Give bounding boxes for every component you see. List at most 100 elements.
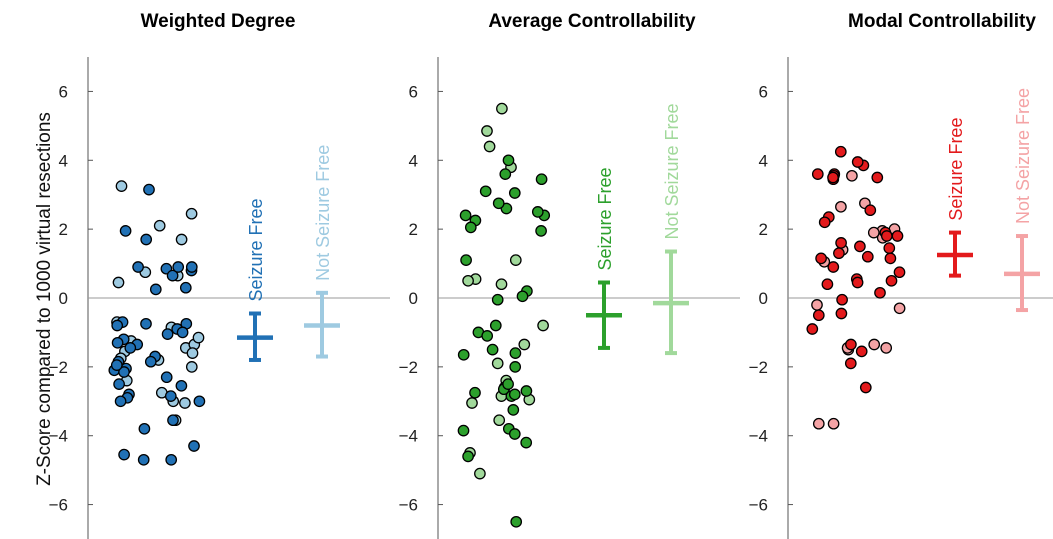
point-seizure-free xyxy=(834,248,844,258)
point-seizure-free xyxy=(846,358,856,368)
point-not-seizure-free xyxy=(814,419,824,429)
point-not-seizure-free xyxy=(193,332,203,342)
point-seizure-free xyxy=(872,172,882,182)
point-seizure-free xyxy=(510,429,520,439)
point-seizure-free xyxy=(828,172,838,182)
point-seizure-free xyxy=(459,350,469,360)
point-seizure-free xyxy=(460,210,470,220)
point-seizure-free xyxy=(466,222,476,232)
y-tick-label: 6 xyxy=(409,82,418,101)
point-seizure-free xyxy=(894,267,904,277)
point-seizure-free xyxy=(114,379,124,389)
group-label-not-seizure-free: Not Seizure Free xyxy=(1013,88,1033,224)
point-not-seizure-free xyxy=(493,358,503,368)
y-tick-label: 4 xyxy=(409,151,418,170)
y-tick-label: −4 xyxy=(749,427,768,446)
point-seizure-free xyxy=(119,449,129,459)
point-seizure-free xyxy=(816,253,826,263)
point-seizure-free xyxy=(521,386,531,396)
point-seizure-free xyxy=(533,207,543,217)
y-tick-label: −4 xyxy=(399,427,418,446)
point-not-seizure-free xyxy=(511,255,521,265)
point-seizure-free xyxy=(173,262,183,272)
point-not-seizure-free xyxy=(176,234,186,244)
point-seizure-free xyxy=(875,288,885,298)
point-seizure-free xyxy=(500,169,510,179)
y-tick-label: 2 xyxy=(59,220,68,239)
point-seizure-free xyxy=(861,382,871,392)
point-seizure-free xyxy=(865,205,875,215)
point-seizure-free xyxy=(510,188,520,198)
point-not-seizure-free xyxy=(881,343,891,353)
panel-2: Modal Controllability6420−2−4−6Seizure F… xyxy=(749,11,1053,539)
point-not-seizure-free xyxy=(116,181,126,191)
point-seizure-free xyxy=(166,391,176,401)
point-not-seizure-free xyxy=(155,221,165,231)
point-seizure-free xyxy=(162,372,172,382)
point-seizure-free xyxy=(151,284,161,294)
panel-0: Weighted Degree 6 4 2 0 −2 −4 −6 Seizure Free Not… xyxy=(49,11,390,539)
point-seizure-free xyxy=(166,455,176,465)
group-label-not-seizure-free: Not Seizure Free xyxy=(662,103,682,239)
y-tick-label: 2 xyxy=(759,220,768,239)
point-seizure-free xyxy=(510,362,520,372)
point-seizure-free xyxy=(836,147,846,157)
point-not-seizure-free xyxy=(894,303,904,313)
point-seizure-free xyxy=(141,234,151,244)
point-seizure-free xyxy=(458,425,468,435)
point-seizure-free xyxy=(813,169,823,179)
summary-not-seizure-free xyxy=(653,252,689,354)
y-tick-label: 0 xyxy=(759,289,768,308)
point-seizure-free xyxy=(837,295,847,305)
group-label-not-seizure-free: Not Seizure Free xyxy=(313,145,333,281)
point-seizure-free xyxy=(510,389,520,399)
point-not-seizure-free xyxy=(467,398,477,408)
point-seizure-free xyxy=(491,320,501,330)
y-tick-label: −6 xyxy=(749,496,768,515)
group-label-seizure-free: Seizure Free xyxy=(246,198,266,301)
summary-not-seizure-free xyxy=(304,293,340,357)
summary-not-seizure-free xyxy=(1004,236,1040,310)
y-tick-label: 6 xyxy=(759,82,768,101)
point-seizure-free xyxy=(139,424,149,434)
y-tick-label: −4 xyxy=(49,427,68,446)
point-not-seizure-free xyxy=(496,279,506,289)
point-not-seizure-free xyxy=(463,276,473,286)
panel-1: Average Controllability 6 4 2 0 −2 −4 −6 Seizure… xyxy=(399,11,740,539)
point-seizure-free xyxy=(884,243,894,253)
point-seizure-free xyxy=(181,283,191,293)
panel-title: Modal Controllability xyxy=(848,11,1036,32)
y-tick-label: 2 xyxy=(409,220,418,239)
y-tick-label: −6 xyxy=(399,496,418,515)
point-not-seizure-free xyxy=(186,209,196,219)
point-seizure-free xyxy=(836,308,846,318)
point-seizure-free xyxy=(189,441,199,451)
panel-title: Weighted Degree xyxy=(141,11,296,32)
point-seizure-free xyxy=(820,217,830,227)
point-not-seizure-free xyxy=(187,348,197,358)
point-seizure-free xyxy=(146,357,156,367)
point-seizure-free xyxy=(112,320,122,330)
point-seizure-free xyxy=(857,346,867,356)
summary-seizure-free xyxy=(237,313,273,359)
point-seizure-free xyxy=(521,437,531,447)
point-seizure-free xyxy=(482,331,492,341)
point-seizure-free xyxy=(814,310,824,320)
point-seizure-free xyxy=(807,324,817,334)
y-tick-label: −2 xyxy=(399,358,418,377)
y-tick-label: −2 xyxy=(49,358,68,377)
point-seizure-free xyxy=(494,198,504,208)
y-tick-label: 6 xyxy=(59,82,68,101)
point-seizure-free xyxy=(508,405,518,415)
summary-seizure-free xyxy=(586,283,622,348)
point-seizure-free xyxy=(886,276,896,286)
point-not-seizure-free xyxy=(482,126,492,136)
y-tick-label: 0 xyxy=(409,289,418,308)
point-not-seizure-free xyxy=(497,103,507,113)
point-seizure-free xyxy=(470,388,480,398)
point-not-seizure-free xyxy=(519,339,529,349)
point-not-seizure-free xyxy=(113,277,123,287)
point-seizure-free xyxy=(133,262,143,272)
summary-seizure-free xyxy=(937,233,973,276)
point-seizure-free xyxy=(112,360,122,370)
